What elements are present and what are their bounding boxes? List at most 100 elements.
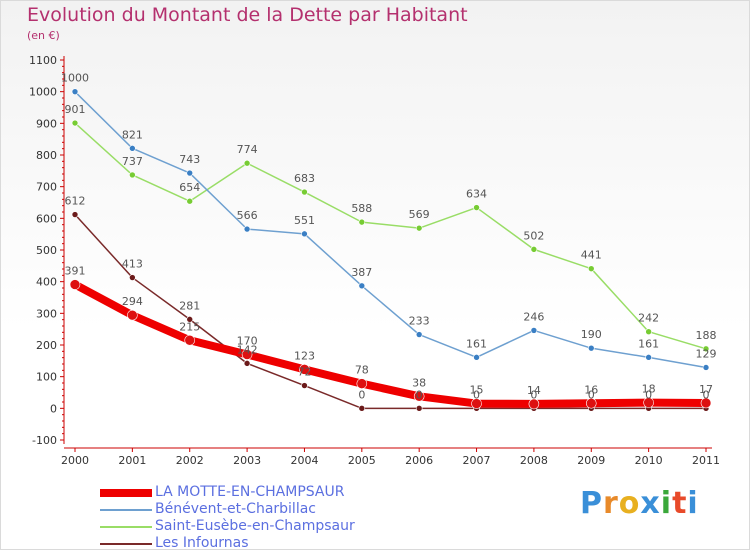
line-chart: -100010020030040050060070080090010001100… bbox=[29, 54, 720, 467]
data-point bbox=[129, 145, 136, 152]
data-label: 0 bbox=[358, 388, 365, 401]
x-tick-label: 2002 bbox=[176, 454, 204, 467]
x-tick-label: 2004 bbox=[290, 454, 318, 467]
data-label: 743 bbox=[179, 153, 200, 166]
data-label: 123 bbox=[294, 349, 315, 362]
logo-letter: i bbox=[687, 486, 699, 521]
data-point bbox=[358, 218, 366, 226]
data-label: 774 bbox=[237, 143, 258, 156]
data-label: 0 bbox=[703, 388, 710, 401]
y-tick-label: -100 bbox=[32, 434, 57, 447]
data-point bbox=[243, 360, 251, 367]
data-point bbox=[473, 204, 480, 211]
data-label: 821 bbox=[122, 128, 143, 141]
data-point bbox=[356, 378, 368, 389]
data-point bbox=[299, 364, 310, 375]
series-line bbox=[74, 213, 707, 410]
y-tick-label: 100 bbox=[36, 371, 57, 384]
data-label: 14 bbox=[527, 384, 541, 397]
x-tick-label: 2006 bbox=[405, 454, 433, 467]
data-label: 0 bbox=[416, 388, 423, 401]
legend-swatch bbox=[100, 526, 152, 528]
data-label: 294 bbox=[122, 295, 143, 308]
data-label: 569 bbox=[409, 208, 430, 221]
x-tick-label: 2001 bbox=[118, 454, 146, 467]
data-point bbox=[243, 225, 251, 233]
data-label: 16 bbox=[584, 383, 598, 396]
data-point bbox=[358, 282, 366, 290]
data-label: 242 bbox=[638, 312, 659, 325]
y-tick-label: 600 bbox=[36, 212, 57, 225]
x-tick-label: 2000 bbox=[61, 454, 89, 467]
data-label: 170 bbox=[237, 335, 258, 348]
data-point bbox=[129, 274, 136, 281]
data-point bbox=[129, 171, 136, 179]
data-label: 246 bbox=[523, 310, 544, 323]
data-point bbox=[700, 397, 712, 409]
y-tick-label: 0 bbox=[50, 402, 57, 415]
data-label: 1000 bbox=[61, 72, 89, 85]
data-label: 683 bbox=[294, 172, 315, 185]
y-tick-label: 1100 bbox=[29, 54, 57, 67]
data-point bbox=[585, 397, 597, 409]
y-tick-label: 800 bbox=[36, 149, 57, 162]
y-tick-label: 1000 bbox=[29, 86, 57, 99]
data-point bbox=[415, 331, 423, 338]
data-point bbox=[415, 405, 423, 412]
data-point bbox=[71, 88, 79, 95]
x-tick-label: 2005 bbox=[348, 454, 376, 467]
legend-swatch bbox=[100, 509, 152, 511]
data-label: 142 bbox=[237, 343, 258, 356]
data-label: 129 bbox=[696, 347, 717, 360]
logo-letter: P bbox=[580, 486, 603, 521]
data-label: 413 bbox=[122, 258, 143, 271]
chart-title: Evolution du Montant de la Dette par Hab… bbox=[27, 4, 468, 26]
data-point bbox=[186, 316, 194, 323]
data-point bbox=[645, 354, 652, 361]
legend-label: Les Infournas bbox=[155, 535, 249, 551]
legend-label: Bénévent-et-Charbillac bbox=[155, 501, 316, 517]
data-point bbox=[587, 265, 595, 272]
data-label: 901 bbox=[65, 103, 86, 116]
data-label: 215 bbox=[179, 320, 200, 333]
proxiti-logo: Proxiti bbox=[580, 486, 699, 521]
data-point bbox=[413, 390, 425, 402]
data-point bbox=[186, 169, 194, 177]
data-point bbox=[643, 397, 654, 408]
legend-label: LA MOTTE-EN-CHAMPSAUR bbox=[155, 484, 345, 500]
data-label: 161 bbox=[466, 337, 487, 350]
data-point bbox=[301, 382, 308, 389]
chart-subtitle: (en €) bbox=[27, 29, 60, 42]
data-point bbox=[528, 398, 540, 410]
data-label: 188 bbox=[696, 329, 717, 342]
logo-letter: i bbox=[660, 486, 673, 521]
data-point bbox=[301, 230, 308, 238]
data-point bbox=[530, 246, 538, 253]
series-line bbox=[74, 90, 707, 369]
x-tick-label: 2010 bbox=[635, 454, 663, 467]
data-label: 233 bbox=[409, 315, 430, 328]
data-label: 18 bbox=[642, 383, 656, 396]
data-point bbox=[71, 119, 79, 127]
legend-swatch bbox=[100, 489, 152, 497]
y-tick-label: 400 bbox=[36, 276, 57, 289]
data-label: 612 bbox=[65, 195, 86, 208]
data-label: 441 bbox=[581, 249, 602, 262]
data-point bbox=[702, 364, 710, 371]
data-point bbox=[530, 327, 538, 334]
data-point bbox=[184, 334, 196, 346]
series-line bbox=[74, 122, 707, 350]
data-label: 387 bbox=[351, 266, 372, 279]
logo-letter: r bbox=[603, 486, 619, 521]
data-label: 391 bbox=[65, 265, 86, 278]
data-label: 190 bbox=[581, 328, 602, 341]
data-point bbox=[415, 224, 423, 232]
data-point bbox=[69, 279, 81, 290]
data-label: 38 bbox=[412, 376, 426, 389]
y-tick-label: 300 bbox=[36, 307, 57, 320]
data-label: 281 bbox=[179, 299, 200, 312]
data-label: 588 bbox=[351, 202, 372, 215]
series-line bbox=[71, 280, 710, 408]
y-tick-label: 900 bbox=[36, 117, 57, 130]
